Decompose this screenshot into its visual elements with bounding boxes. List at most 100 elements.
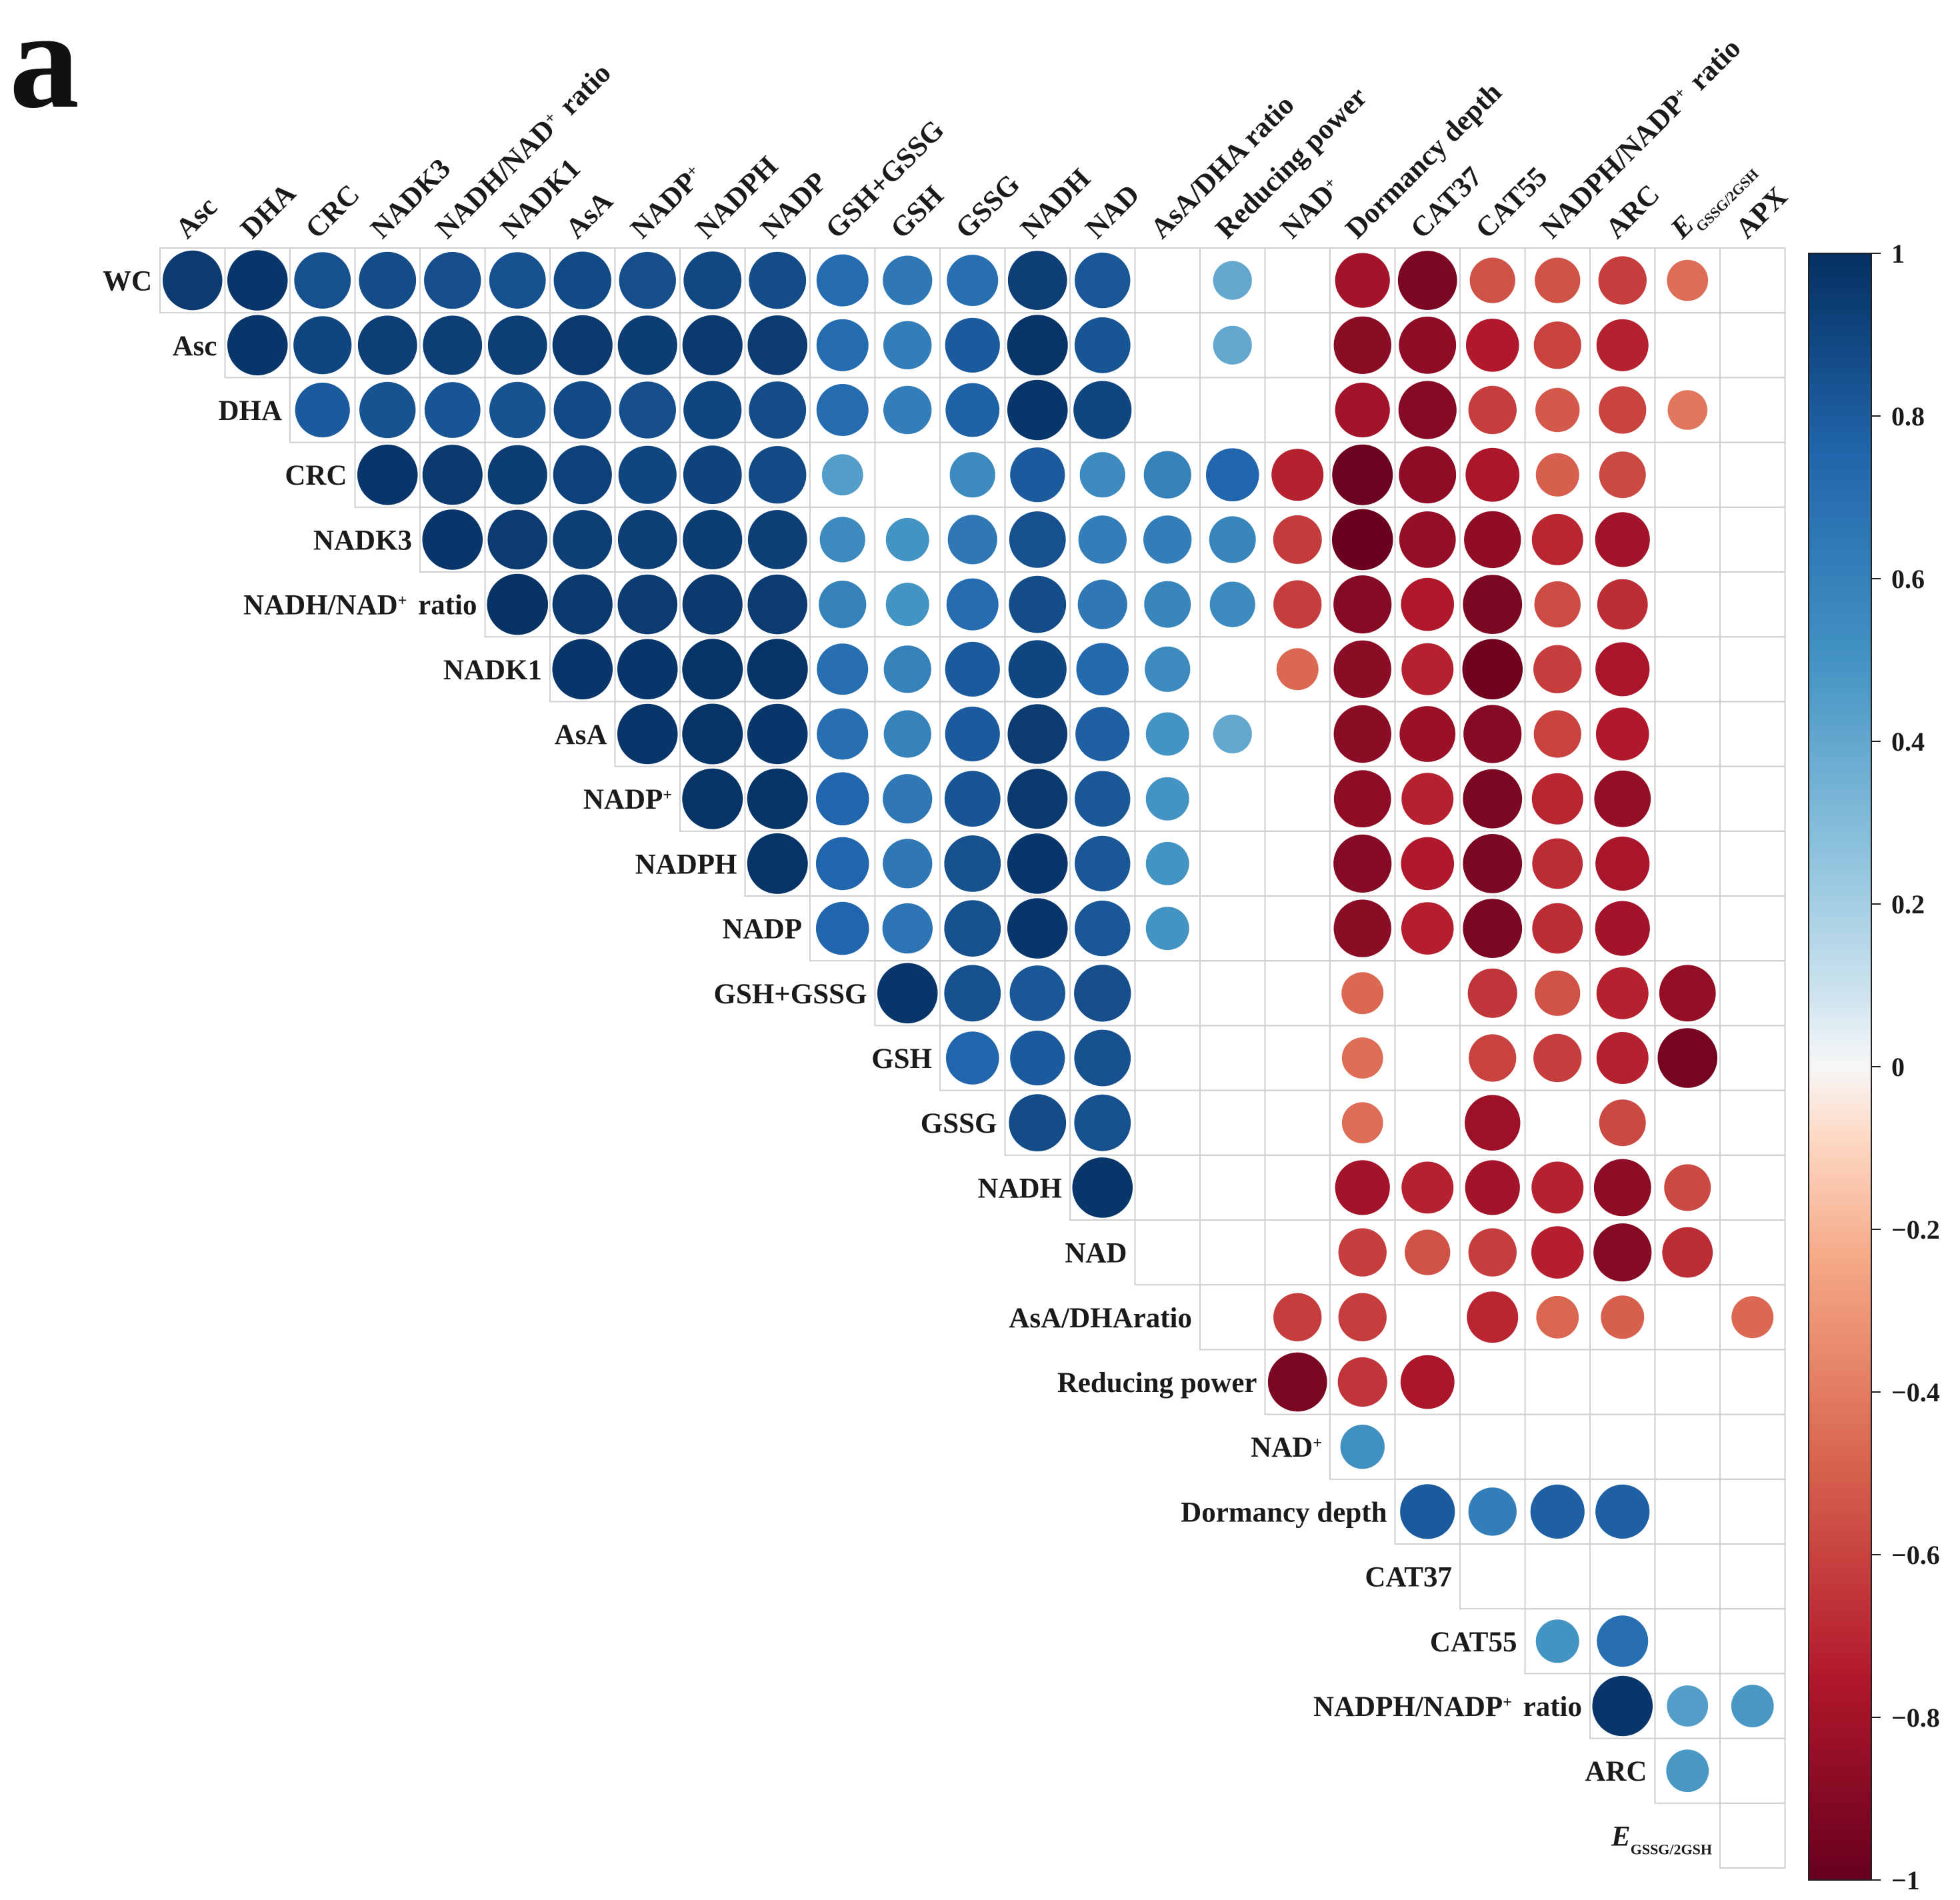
row-label: NADP+ xyxy=(583,784,672,815)
correlation-circle xyxy=(1333,899,1391,957)
correlation-circle xyxy=(1463,834,1523,893)
correlation-circle xyxy=(1531,1161,1584,1214)
correlation-circle xyxy=(1399,446,1457,504)
correlation-circle xyxy=(1077,579,1127,629)
colorbar-tick-label: −0.4 xyxy=(1891,1377,1940,1407)
grid-cell xyxy=(1199,377,1266,443)
row-label: NAD+ xyxy=(1251,1432,1322,1463)
correlation-circle xyxy=(1401,643,1454,695)
correlation-circle xyxy=(815,837,869,891)
label-suffix: ratio xyxy=(1516,1691,1582,1723)
correlation-circle xyxy=(1469,1034,1517,1082)
correlation-circle xyxy=(552,639,613,700)
column-label: CRC xyxy=(300,179,366,245)
correlation-circle xyxy=(1335,253,1390,308)
row-label: DHA xyxy=(218,395,282,427)
grid-cell xyxy=(1654,506,1721,573)
grid-cell xyxy=(1524,1089,1591,1156)
correlation-circle xyxy=(1465,447,1520,502)
correlation-circle xyxy=(682,639,743,700)
correlation-circle xyxy=(1009,1094,1067,1152)
correlation-circle xyxy=(1467,1291,1519,1343)
correlation-circle xyxy=(1007,379,1068,441)
correlation-circle xyxy=(683,445,742,505)
correlation-circle xyxy=(1399,511,1456,568)
row-label: NADPH/NADP+ ratio xyxy=(1313,1691,1582,1723)
correlation-circle xyxy=(489,381,546,439)
grid-cell xyxy=(1264,701,1331,767)
label-text: NADP xyxy=(625,166,703,245)
correlation-circle xyxy=(357,444,418,505)
column-label: NADP+ xyxy=(625,160,709,245)
correlation-circle xyxy=(1599,451,1646,499)
grid-cell xyxy=(1589,1543,1656,1610)
correlation-circle xyxy=(1596,967,1649,1019)
grid-cell xyxy=(1264,247,1331,314)
grid-cell xyxy=(1654,1478,1721,1545)
row-label: CAT37 xyxy=(1365,1562,1452,1593)
correlation-circle xyxy=(1531,513,1583,565)
grid-cell xyxy=(1199,765,1266,832)
label-text: E xyxy=(1611,1821,1631,1852)
label-text: NADK1 xyxy=(443,655,542,686)
correlation-circle xyxy=(1145,841,1189,885)
correlation-circle xyxy=(424,251,481,309)
column-label: CAT55 xyxy=(1470,161,1554,245)
correlation-circle xyxy=(487,509,548,570)
label-text: NADPH/NADP xyxy=(1313,1691,1503,1723)
correlation-circle xyxy=(1601,1295,1645,1339)
correlation-circle xyxy=(1594,770,1651,827)
correlation-circle xyxy=(422,509,483,570)
label-text: CRC xyxy=(285,460,347,491)
correlation-circle xyxy=(1007,704,1068,764)
correlation-circle xyxy=(1400,1355,1455,1409)
correlation-circle xyxy=(1405,1229,1451,1275)
correlation-circle xyxy=(1462,639,1523,700)
label-text: NADH xyxy=(977,1173,1062,1204)
label-text: NADK3 xyxy=(313,525,412,556)
correlation-circle xyxy=(1276,648,1319,691)
label-superscript: + xyxy=(1313,1435,1322,1452)
grid-cell xyxy=(1719,1802,1786,1869)
correlation-circle xyxy=(619,251,676,309)
correlation-circle xyxy=(1533,710,1581,758)
correlation-circle xyxy=(1331,509,1393,571)
label-text: GSSG xyxy=(950,169,1026,245)
correlation-circle xyxy=(1338,1293,1387,1342)
label-text: NADPH xyxy=(635,849,737,880)
correlation-circle xyxy=(1465,319,1519,372)
correlation-circle xyxy=(1398,381,1457,439)
correlation-circle xyxy=(1076,643,1129,696)
grid-cell xyxy=(1719,1089,1786,1156)
correlation-circle xyxy=(1400,1484,1455,1539)
label-text: AsA xyxy=(560,185,619,245)
correlation-circle xyxy=(1397,251,1457,310)
grid-lines xyxy=(159,247,1786,1869)
correlation-circle xyxy=(1599,1099,1646,1147)
correlation-circle xyxy=(1667,390,1708,430)
correlation-circle xyxy=(1213,261,1252,300)
grid-cell xyxy=(1654,571,1721,638)
grid-cell xyxy=(1199,1154,1266,1221)
correlation-circle xyxy=(944,965,1001,1022)
correlation-circle xyxy=(747,703,808,765)
grid-cell xyxy=(1719,765,1786,832)
grid-cell xyxy=(1654,830,1721,897)
correlation-circle xyxy=(883,255,933,305)
grid-cell xyxy=(1394,1089,1461,1156)
row-label: CRC xyxy=(285,460,347,491)
correlation-circle xyxy=(1592,1675,1653,1737)
correlation-circle xyxy=(1075,835,1131,892)
correlation-circle xyxy=(1595,901,1650,956)
correlation-circle xyxy=(683,509,743,570)
correlation-circle xyxy=(1531,773,1583,825)
label-text: DHA xyxy=(218,395,282,427)
correlation-circle xyxy=(1531,1226,1584,1279)
column-label: Asc xyxy=(170,191,224,245)
row-label: CAT55 xyxy=(1430,1627,1517,1658)
label-superscript: + xyxy=(1503,1694,1512,1711)
row-label: NADK3 xyxy=(313,525,412,556)
correlation-circle xyxy=(747,574,808,635)
correlation-circle xyxy=(1143,451,1191,499)
grid-cell xyxy=(1199,1089,1266,1156)
